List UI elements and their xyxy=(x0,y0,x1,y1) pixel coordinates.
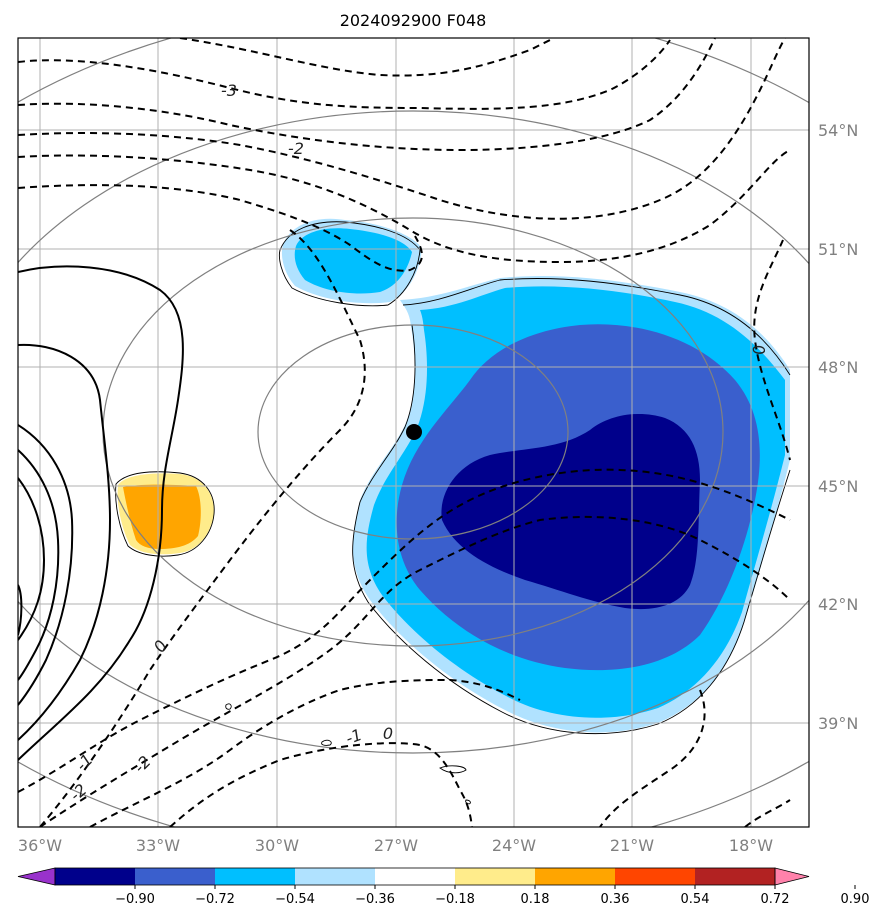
colorbar-segment xyxy=(135,868,216,885)
colorbar-segment xyxy=(295,868,376,885)
colorbar-segment xyxy=(695,868,776,885)
contour-label: -1 xyxy=(343,725,364,748)
colorbar-segment xyxy=(215,868,296,885)
lon-label: 30°W xyxy=(255,836,299,855)
colorbar-tick-label: −0.18 xyxy=(435,892,475,907)
lon-label: 36°W xyxy=(18,836,62,855)
colorbar-tick-label: −0.36 xyxy=(355,892,395,907)
graticule xyxy=(18,38,809,827)
lon-label: 24°W xyxy=(492,836,536,855)
filled-anomaly-regions xyxy=(117,218,790,733)
colorbar-tick-label: 0.72 xyxy=(761,892,790,907)
colorbar-tick-label: 0.18 xyxy=(521,892,550,907)
colorbar-segment xyxy=(455,868,536,885)
colorbar-tick-label: 0.54 xyxy=(681,892,710,907)
longitude-labels: 36°W 33°W 30°W 27°W 24°W 21°W 18°W xyxy=(18,836,773,855)
latitude-labels: 54°N 51°N 48°N 45°N 42°N 39°N xyxy=(818,121,858,733)
solid-contours xyxy=(18,265,184,761)
colorbar-extend-high xyxy=(774,867,810,886)
colorbar-segment xyxy=(615,868,696,885)
lat-label: 48°N xyxy=(818,358,858,377)
lon-label: 21°W xyxy=(610,836,654,855)
main-anomaly-darkblue xyxy=(441,414,700,610)
colorbar-segment xyxy=(55,868,136,885)
north-blob-skyblue xyxy=(294,228,412,294)
lat-label: 42°N xyxy=(818,595,858,614)
colorbar-tick-label: 0.90 xyxy=(841,892,870,907)
colorbar-tick-label: −0.54 xyxy=(275,892,315,907)
lat-label: 45°N xyxy=(818,477,858,496)
lon-label: 18°W xyxy=(729,836,773,855)
colorbar-segment xyxy=(375,868,456,885)
map-title: 2024092900 F048 xyxy=(340,11,487,30)
lat-label: 51°N xyxy=(818,240,858,259)
storm-center-marker xyxy=(406,424,422,440)
contour-label: -2 xyxy=(288,139,304,158)
lat-label: 54°N xyxy=(818,121,858,140)
dashed-contours xyxy=(18,38,791,827)
lon-label: 33°W xyxy=(136,836,180,855)
colorbar-extend-low xyxy=(17,867,56,886)
colorbar: −0.90 −0.72 −0.54 −0.36 −0.18 0.18 0.36 0.54 0.7… xyxy=(17,867,870,907)
colorbar-tick-label: 0.36 xyxy=(601,892,630,907)
colorbar-segment xyxy=(535,868,616,885)
colorbar-tick-label: −0.72 xyxy=(195,892,235,907)
colorbar-frame xyxy=(54,867,776,886)
lon-label: 27°W xyxy=(374,836,418,855)
contour-label: 0 xyxy=(748,343,768,356)
contour-label: -3 xyxy=(221,81,237,100)
plot-area: -3 -2 0 0 -1 -2 -2 0 -1 xyxy=(18,38,809,827)
lat-label: 39°N xyxy=(818,714,858,733)
contour-label: 0 xyxy=(383,724,393,743)
anomaly-outlines xyxy=(115,221,791,805)
colorbar-tick-label: −0.90 xyxy=(115,892,155,907)
plot-frame xyxy=(17,37,810,828)
